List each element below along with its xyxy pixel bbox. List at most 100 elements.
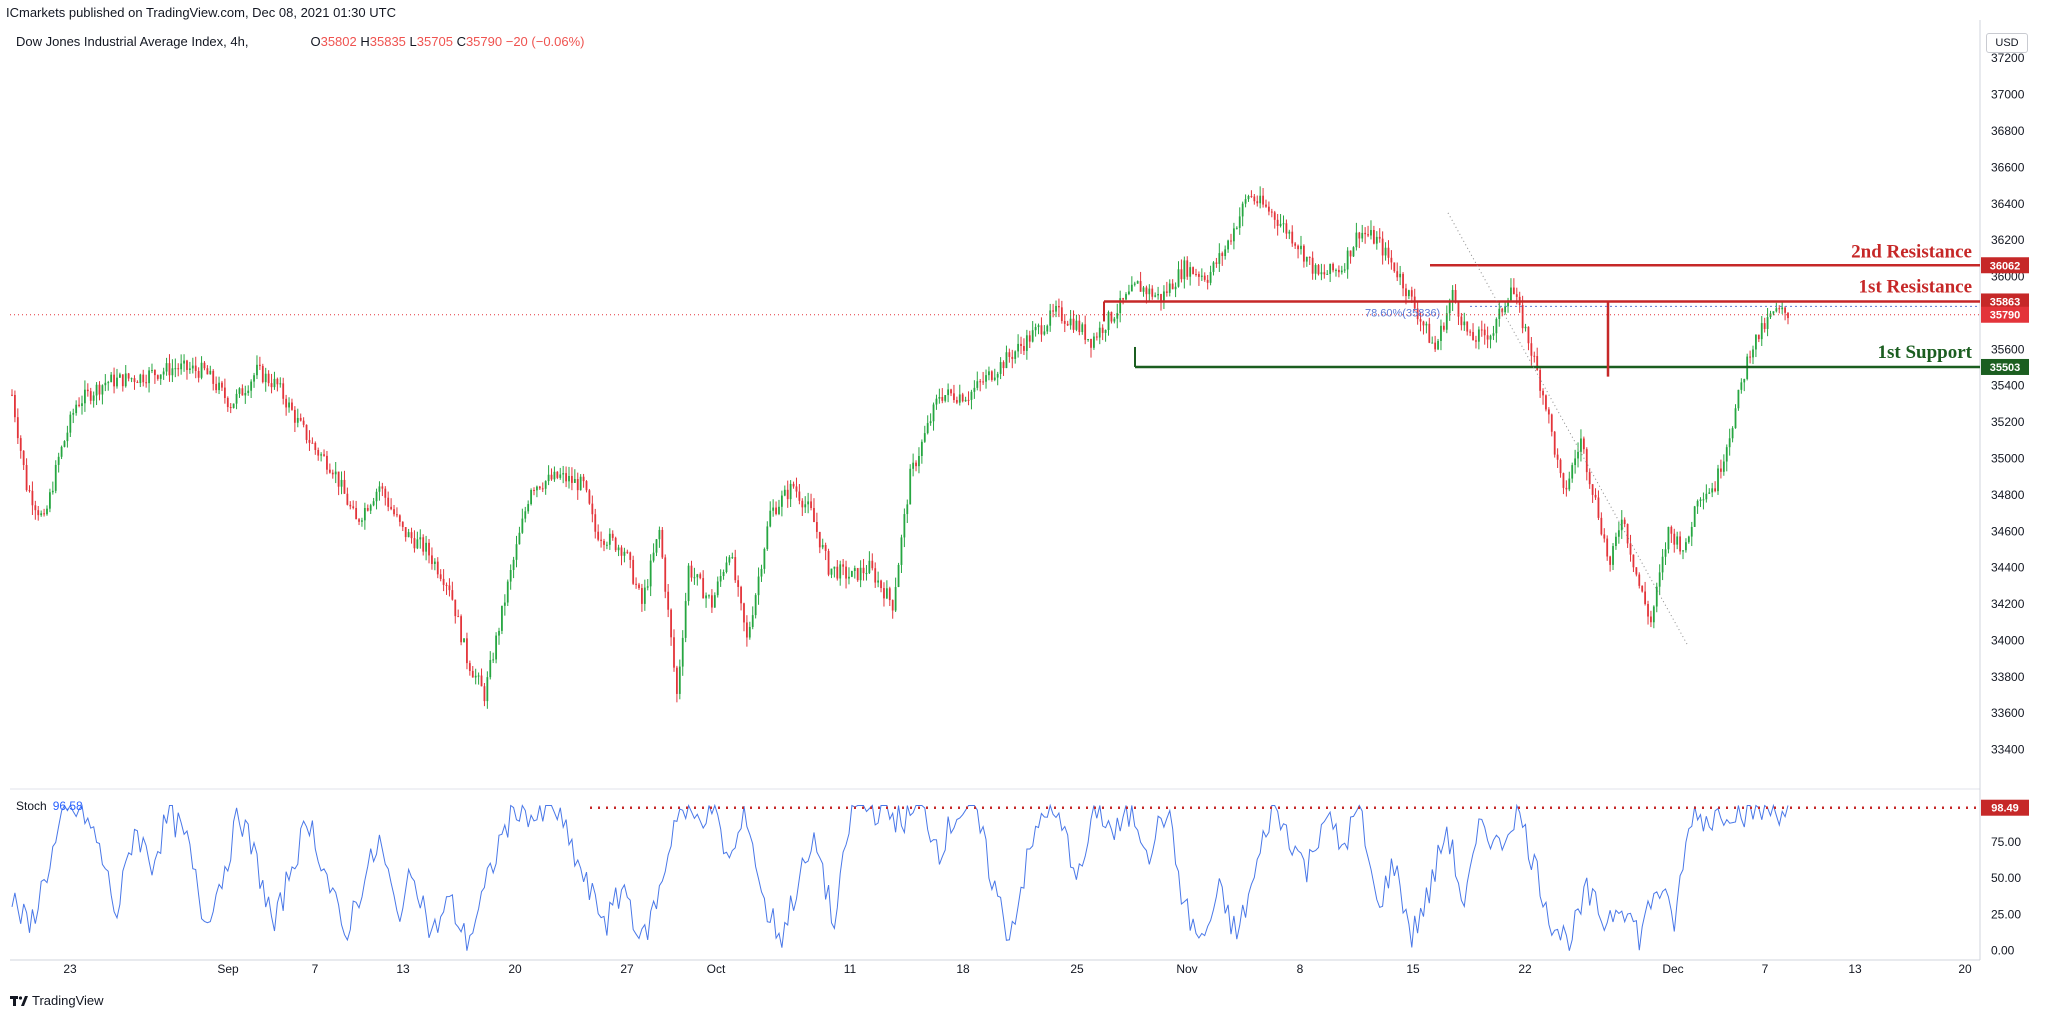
candle-down — [1594, 494, 1597, 498]
candle-up — [477, 675, 480, 677]
candle-down — [745, 622, 748, 638]
candle-up — [51, 490, 54, 493]
candle-up — [757, 576, 760, 596]
candle-down — [445, 584, 448, 586]
tradingview-footer[interactable]: TradingView — [10, 993, 104, 1008]
candle-up — [1049, 310, 1052, 326]
candle-down — [1629, 543, 1632, 555]
candle-down — [197, 370, 200, 378]
candle-down — [588, 490, 591, 504]
candle-down — [786, 489, 789, 500]
candle-up — [1025, 335, 1028, 351]
candle-down — [1063, 321, 1066, 324]
candle-down — [827, 550, 830, 575]
candle-down — [86, 389, 89, 392]
candle-down — [1480, 329, 1483, 331]
currency-button[interactable]: USD — [1986, 33, 2028, 53]
candle-down — [1323, 272, 1326, 275]
candle-up — [865, 573, 868, 575]
candle-down — [699, 574, 702, 579]
candle-up — [1384, 247, 1387, 256]
candle-up — [1259, 195, 1262, 204]
candle-up — [1687, 536, 1690, 543]
price-tick-label: 34000 — [1991, 633, 2025, 647]
candle-down — [1139, 281, 1142, 292]
candle-down — [1609, 556, 1612, 565]
low-value: 35705 — [416, 34, 453, 49]
candle-up — [515, 544, 518, 560]
close-value: 35790 — [465, 34, 503, 49]
candle-down — [422, 537, 425, 552]
candle-down — [1311, 257, 1314, 274]
candle-down — [533, 489, 535, 491]
candle-down — [308, 439, 311, 443]
candle-down — [448, 585, 451, 591]
candle-down — [121, 374, 124, 387]
candle-down — [11, 394, 13, 396]
candle-up — [1664, 549, 1667, 557]
candle-up — [498, 630, 500, 636]
candle-up — [1288, 231, 1291, 234]
candle-up — [340, 479, 343, 487]
candle-up — [1737, 389, 1740, 409]
candle-down — [1072, 318, 1075, 330]
candle-down — [1066, 323, 1069, 326]
candle-down — [1393, 262, 1396, 272]
candle-down — [22, 450, 25, 466]
candle-down — [1533, 355, 1536, 357]
candle-up — [264, 373, 267, 383]
candle-up — [929, 421, 932, 424]
low-label: L — [409, 34, 417, 49]
candle-up — [906, 504, 909, 515]
candle-down — [955, 400, 958, 403]
candle-down — [261, 365, 264, 383]
candle-up — [1104, 329, 1107, 333]
candle-up — [148, 370, 150, 384]
candle-up — [909, 468, 912, 505]
candle-up — [606, 544, 608, 546]
candle-down — [28, 490, 31, 492]
candle-up — [1107, 312, 1110, 330]
candle-down — [810, 501, 812, 509]
candle-down — [1203, 275, 1206, 280]
candle-up — [748, 626, 751, 638]
candle-down — [1078, 320, 1081, 333]
candle-up — [1760, 323, 1763, 340]
candle-down — [14, 394, 16, 418]
candle-down — [302, 420, 305, 425]
candle-down — [16, 417, 19, 439]
candle-down — [168, 363, 171, 376]
candle-down — [632, 559, 635, 584]
candle-up — [1407, 290, 1410, 297]
candle-up — [751, 615, 754, 627]
candle-up — [1652, 606, 1655, 623]
candle-down — [638, 584, 640, 589]
candle-up — [1711, 488, 1714, 493]
candle-down — [915, 462, 917, 467]
candle-down — [1559, 459, 1562, 474]
candle-up — [970, 391, 973, 400]
candle-up — [1326, 273, 1329, 275]
candle-down — [1297, 245, 1299, 250]
symbol-legend: Dow Jones Industrial Average Index, 4h, … — [16, 34, 585, 49]
candle-down — [326, 455, 328, 470]
candle-down — [1562, 473, 1565, 488]
candle-up — [209, 370, 212, 375]
candle-up — [1320, 272, 1323, 275]
candle-up — [474, 675, 477, 678]
price-tick-label: 35000 — [1991, 451, 2025, 465]
open-value: 35802 — [320, 34, 357, 49]
candle-up — [912, 462, 915, 469]
candle-down — [629, 552, 632, 560]
tradingview-logo-icon — [10, 995, 28, 1006]
candle-up — [848, 576, 850, 579]
candle-up — [655, 539, 658, 553]
stoch-tick-label: 50.00 — [1991, 871, 2021, 885]
candle-up — [81, 403, 83, 407]
candle-up — [1055, 305, 1057, 312]
candle-down — [1632, 554, 1635, 568]
candle-up — [1168, 283, 1171, 293]
candle-down — [1434, 342, 1437, 350]
candle-down — [1151, 288, 1154, 297]
